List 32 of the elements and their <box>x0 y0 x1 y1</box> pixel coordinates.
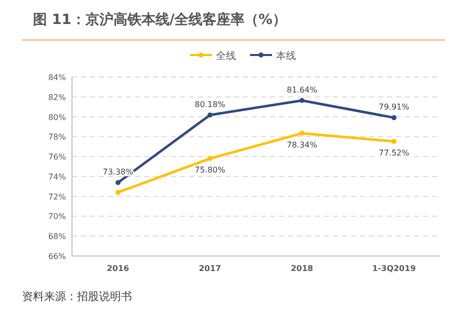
data-label: 75.80% <box>194 166 226 175</box>
y-tick-label: 74% <box>48 172 66 182</box>
point <box>208 156 212 162</box>
y-tick-label: 82% <box>48 92 66 102</box>
x-tick-label: 1-3Q2019 <box>372 264 416 273</box>
legend-label: 本线 <box>276 50 296 62</box>
y-tick-label: 76% <box>48 152 66 162</box>
data-label: 78.34% <box>286 140 318 150</box>
y-tick-label: 66% <box>48 252 66 261</box>
y-tick-label: 78% <box>48 132 66 142</box>
data-label: 79.91% <box>378 102 410 112</box>
point <box>116 190 120 195</box>
y-tick-label: 80% <box>48 112 66 122</box>
x-tick-label: 2018 <box>290 264 314 273</box>
data-label: 81.64% <box>286 85 318 94</box>
point <box>392 115 396 120</box>
point <box>300 130 304 136</box>
point <box>300 98 304 103</box>
chart-title: 图 11：京沪高铁本线/全线客座率（%） <box>33 11 286 28</box>
legend-label: 全线 <box>216 50 236 62</box>
y-tick-label: 84% <box>48 73 66 82</box>
x-tick-label: 2016 <box>106 264 130 273</box>
y-tick-label: 72% <box>48 192 66 202</box>
data-label: 77.52% <box>378 148 410 158</box>
y-tick-label: 68% <box>48 232 66 242</box>
point <box>392 138 396 144</box>
data-label: 80.18% <box>194 100 226 109</box>
text: 资料来源：招股说明书 <box>22 290 132 303</box>
y-tick-label: 70% <box>48 212 66 222</box>
x-tick-label: 2017 <box>198 264 222 273</box>
point <box>208 112 212 118</box>
point <box>116 180 120 186</box>
